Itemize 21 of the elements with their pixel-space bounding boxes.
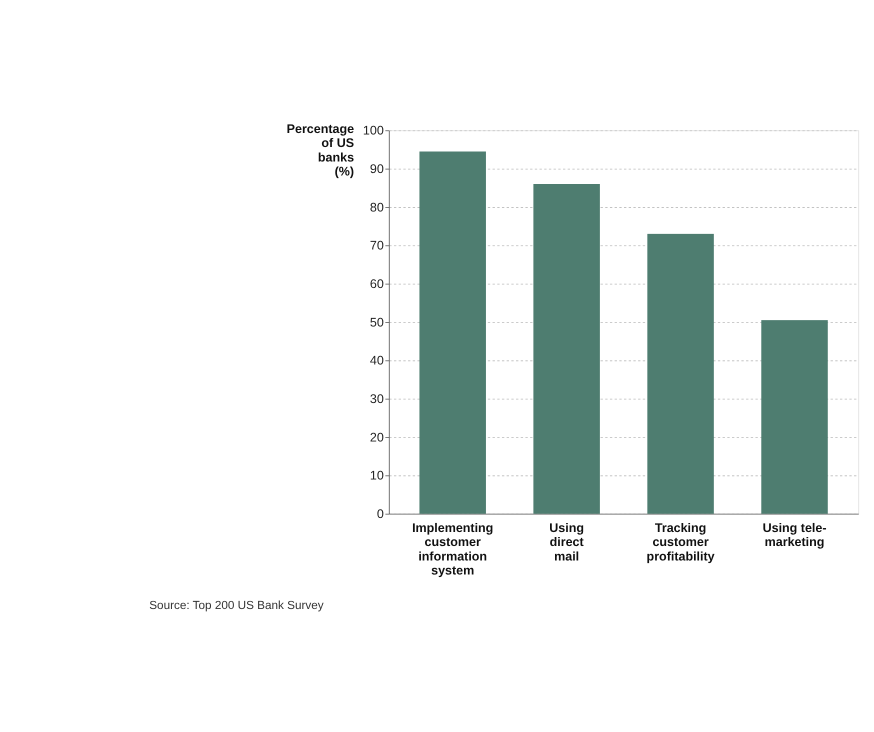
- y-tick-label: 20: [370, 430, 384, 444]
- y-tick-label: 90: [370, 162, 384, 176]
- y-axis-title: Percentage of US banks (%): [286, 122, 354, 178]
- x-tick-label: Using direct mail: [549, 521, 584, 564]
- y-tick-label: 30: [370, 392, 384, 406]
- x-tick-label: Implementing customer information system: [412, 521, 494, 578]
- source-note: Source: Top 200 US Bank Survey: [149, 599, 324, 612]
- y-tick-label: 60: [370, 277, 384, 292]
- bar: [761, 320, 828, 514]
- y-tick-label: 10: [370, 468, 384, 483]
- bar: [647, 234, 714, 514]
- y-tick-label: 70: [370, 238, 384, 253]
- y-tick-label: 100: [362, 124, 384, 138]
- x-tick-label: Tracking customer profitability: [646, 521, 715, 564]
- bar: [419, 151, 486, 514]
- x-tick-label: Using tele- marketing: [762, 521, 826, 550]
- y-tick-label: 40: [370, 354, 384, 368]
- y-tick-label: 80: [370, 200, 384, 214]
- y-tick-label: 0: [376, 507, 384, 522]
- y-tick-label: 50: [370, 315, 384, 330]
- bar: [533, 184, 600, 514]
